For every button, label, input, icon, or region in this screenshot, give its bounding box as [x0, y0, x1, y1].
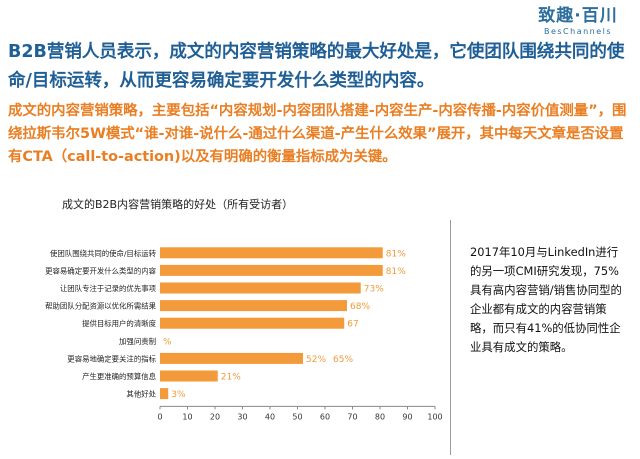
- x-tick-label: 100: [427, 412, 442, 421]
- category-label: 使团队围绕共同的使命/目标运转: [50, 249, 157, 258]
- bar-chart: 0 10 20 30 40 50 60 70 80 90 100 使团队围绕共同的使命/目标运转 81%…: [45, 247, 443, 421]
- x-tick-label: 70: [347, 412, 357, 421]
- category-label: 更容易地确定要关注的指标: [67, 354, 156, 363]
- category-label: 更容易确定要开发什么类型的内容: [45, 266, 156, 275]
- divider-line: [450, 220, 451, 455]
- x-tick-label: 30: [237, 412, 247, 421]
- headline: B2B营销人员表示，成文的内容营销策略的最大好处是，它使团队围绕共同的使命/目标…: [8, 42, 625, 91]
- bar: [160, 264, 383, 276]
- bar: [160, 388, 169, 400]
- chart-container: 成文的B2B内容营销策略的好处（所有受访者） 0 10 20 30 40 50 60 70 80…: [30, 196, 446, 446]
- bar: [160, 300, 347, 312]
- category-label: 让团队专注于记录的优先事项: [60, 284, 157, 293]
- value-label: 67: [347, 320, 358, 330]
- value-label: 81%: [386, 249, 406, 259]
- x-tick-label: 90: [402, 412, 412, 421]
- value-label: 68%: [350, 302, 370, 312]
- logo-main-text: 致趣·百川: [538, 6, 618, 26]
- category-label: 加强问责制: [119, 337, 156, 346]
- bar: [160, 370, 218, 382]
- value-label: 21%: [221, 373, 241, 383]
- x-tick-label: 80: [375, 412, 385, 421]
- value-label: 3%: [171, 390, 186, 400]
- bar: [160, 247, 383, 259]
- x-tick-label: 10: [182, 412, 192, 421]
- x-tick-label: 20: [210, 412, 220, 421]
- x-tick-label: 60: [320, 412, 330, 421]
- bar: [160, 352, 303, 364]
- bar: [160, 282, 361, 294]
- category-label: 产生更准确的预算信息: [82, 372, 156, 381]
- category-label: 帮助团队分配资源以优化所需结果: [45, 302, 156, 311]
- brand-logo: 致趣·百川 BesChannels: [522, 6, 634, 36]
- value-label: %: [163, 337, 172, 347]
- x-tick-label: 50: [292, 412, 302, 421]
- category-label: 其他好处: [126, 390, 156, 399]
- value-label: 81%: [386, 267, 406, 277]
- bar: [160, 317, 345, 329]
- orange-paragraph: 成文的内容营销策略，主要包括“内容规划-内容团队搭建-内容生产-内容传播-内容价…: [8, 103, 627, 165]
- chart-title: 成文的B2B内容营销策略的好处（所有受访者）: [62, 198, 294, 211]
- logo-sub-text: BesChannels: [543, 27, 613, 36]
- category-label: 提供目标用户的清晰度: [82, 319, 157, 328]
- x-tick-label: 0: [157, 412, 162, 421]
- extra-value-label: 65%: [333, 355, 353, 365]
- value-label: 73%: [364, 285, 384, 295]
- side-note: 2017年10月与LinkedIn进行的另一项CMI研究发现，75%具有高内容营…: [470, 245, 622, 354]
- value-label: 52%: [306, 355, 326, 365]
- x-tick-label: 40: [265, 412, 275, 421]
